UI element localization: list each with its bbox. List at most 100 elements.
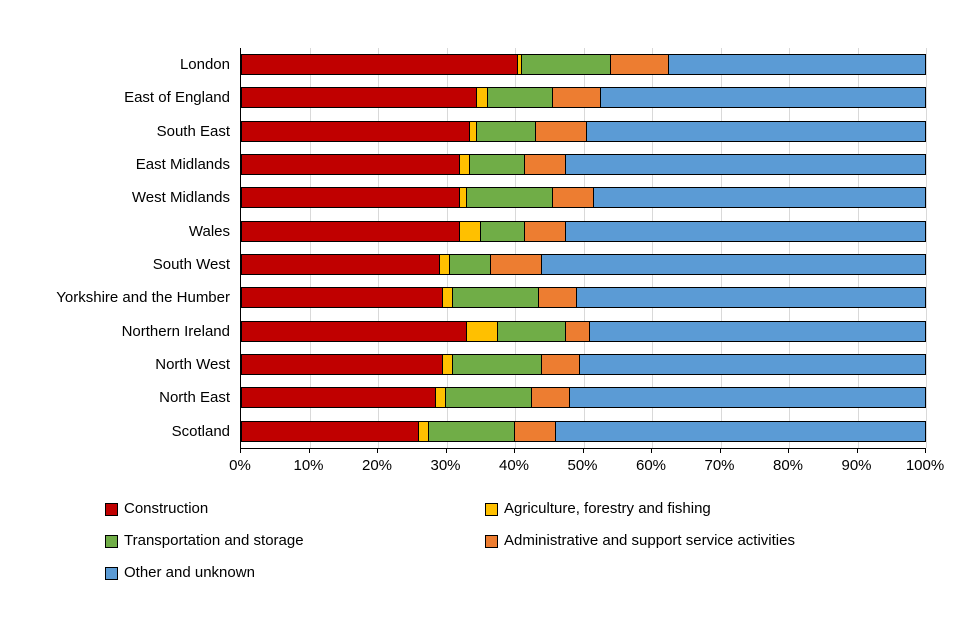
stacked-bar	[241, 220, 926, 242]
bar-segment	[439, 254, 450, 276]
category-label: East Midlands	[135, 156, 230, 174]
bar-segment	[569, 387, 926, 409]
stacked-bar	[241, 154, 926, 176]
legend-item: Administrative and support service activ…	[485, 532, 935, 550]
bar-row: East Midlands	[136, 148, 926, 181]
x-tick-label: 60%	[635, 457, 667, 474]
gridline	[720, 48, 722, 448]
legend-swatch	[485, 534, 498, 548]
bar-segment	[436, 387, 447, 409]
x-tick-label: 10%	[293, 457, 324, 474]
bar-rows: London East of England South East East Midl…	[56, 48, 926, 448]
bar-segment	[566, 220, 926, 242]
bar-row: North East	[159, 381, 926, 414]
bar-segment	[241, 387, 437, 409]
category-label: London	[179, 56, 230, 74]
bar-segment	[241, 320, 468, 342]
x-tick-label: 20%	[361, 457, 393, 474]
stacked-bar	[241, 387, 926, 409]
bar-segment	[566, 320, 591, 342]
legend-label: Administrative and support service activ…	[504, 532, 795, 549]
plot-area: London East of England South East East Midl…	[56, 48, 927, 449]
stacked-bar	[241, 87, 926, 109]
bar-segment	[477, 120, 536, 142]
stacked-bar	[241, 187, 926, 209]
stacked-bar	[241, 54, 926, 76]
bar-segment	[497, 320, 567, 342]
bar-segment	[241, 54, 519, 76]
bar-segment	[518, 54, 522, 76]
x-tick-label: 90%	[841, 457, 872, 474]
x-tick-mark	[651, 449, 652, 453]
bar-segment	[241, 120, 471, 142]
x-tick-mark	[308, 449, 310, 453]
bar-segment	[460, 220, 481, 242]
category-label: Wales	[188, 222, 230, 240]
x-tick-label: 80%	[772, 457, 804, 474]
bar-segment	[241, 287, 444, 309]
x-tick-mark	[856, 449, 858, 453]
bar-segment	[556, 420, 926, 442]
stacked-bar	[241, 120, 926, 142]
legend-label: Agriculture, forestry and fishing	[504, 500, 711, 517]
x-tick-label: 100%	[905, 457, 945, 474]
x-tick-mark	[445, 449, 447, 453]
bar-row: North West	[155, 348, 926, 381]
bar-segment	[535, 120, 587, 142]
gridline	[857, 48, 859, 448]
stacked-bar	[241, 354, 926, 376]
bar-row: Northern Ireland	[122, 315, 926, 348]
bar-segment	[552, 187, 594, 209]
gridline	[926, 48, 927, 448]
legend-item: Other and unknown	[105, 564, 485, 582]
legend-swatch	[105, 502, 118, 516]
bar-segment	[453, 354, 543, 376]
bar-segment	[470, 120, 478, 142]
bar-row: West Midlands	[132, 181, 926, 214]
stacked-bar	[241, 420, 926, 442]
bar-segment	[241, 354, 444, 376]
bar-segment	[241, 87, 478, 109]
category-label: East of England	[124, 89, 230, 107]
x-tick-mark	[719, 449, 721, 453]
x-tick-mark	[925, 449, 926, 453]
bar-row: South West	[153, 248, 926, 281]
bar-segment	[521, 54, 611, 76]
legend-label: Other and unknown	[124, 564, 255, 581]
stacked-bar	[241, 254, 926, 276]
bar-segment	[532, 387, 570, 409]
bar-segment	[460, 187, 468, 209]
bar-row: London	[180, 48, 926, 81]
x-tick-mark	[788, 449, 789, 453]
x-tick-label: 70%	[704, 457, 735, 474]
bar-segment	[576, 287, 926, 309]
stacked-bar	[241, 287, 926, 309]
gridline	[309, 48, 311, 448]
gridline	[446, 48, 448, 448]
bar-segment	[419, 420, 430, 442]
bar-segment	[443, 354, 454, 376]
bar-segment	[542, 254, 926, 276]
bar-segment	[460, 154, 471, 176]
legend-label: Construction	[124, 500, 209, 517]
category-label: North West	[155, 356, 230, 374]
x-tick-mark	[582, 449, 584, 453]
bar-segment	[453, 287, 539, 309]
bar-segment	[580, 354, 926, 376]
category-label: West Midlands	[131, 189, 230, 207]
bar-segment	[552, 87, 601, 109]
bar-segment	[480, 220, 526, 242]
stacked-bar	[241, 320, 926, 342]
bar-row: East of England	[124, 81, 926, 114]
gridline	[378, 48, 379, 448]
bar-segment	[600, 87, 926, 109]
bar-segment	[538, 287, 577, 309]
bar-row: Wales	[189, 215, 926, 248]
x-tick-label: 30%	[430, 457, 461, 474]
bar-segment	[467, 320, 498, 342]
x-tick-mark	[240, 449, 241, 453]
bar-segment	[525, 220, 567, 242]
x-tick-label: 50%	[567, 457, 598, 474]
bar-segment	[241, 254, 440, 276]
